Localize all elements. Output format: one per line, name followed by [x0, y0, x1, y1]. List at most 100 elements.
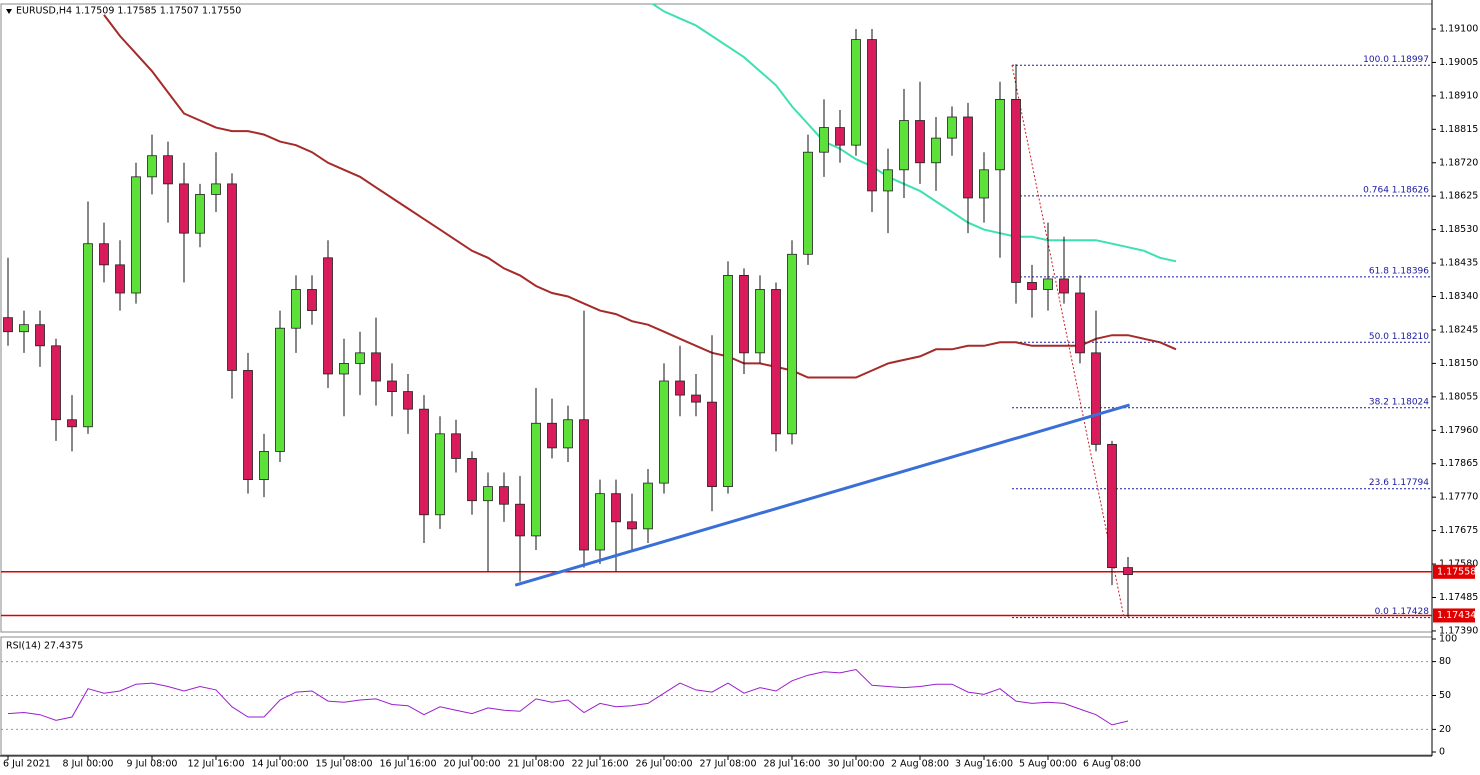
chart-title: EURUSD,H4 1.17509 1.17585 1.17507 1.1755…	[16, 6, 241, 17]
candle-body	[979, 169, 989, 199]
candle-body	[1107, 443, 1117, 568]
y-tick-label: 1.17960	[1439, 425, 1478, 436]
candle-body	[803, 151, 813, 255]
y-tick-label: 1.18435	[1439, 258, 1478, 269]
candle-body	[83, 243, 93, 428]
rsi-tick-label: 20	[1439, 724, 1451, 735]
x-tick-label: 6 Jul 2021	[3, 759, 51, 770]
candle-body	[963, 116, 973, 199]
y-tick-label: 1.17390	[1439, 625, 1478, 636]
candle-body	[723, 275, 733, 488]
candle-body	[1091, 352, 1101, 445]
y-tick-label: 1.18625	[1439, 191, 1478, 202]
price-tag-label: 1.17434	[1437, 610, 1476, 621]
x-tick-label: 6 Aug 08:00	[1083, 759, 1141, 770]
candle-body	[163, 155, 173, 185]
candle-body	[35, 324, 45, 347]
candle-body	[867, 39, 877, 192]
candle-body	[851, 39, 861, 146]
y-tick-label: 1.18055	[1439, 391, 1478, 402]
candle-body	[643, 482, 653, 530]
candle-body	[1059, 278, 1069, 294]
fib-label: 100.0 1.18997	[1363, 55, 1429, 65]
y-tick-label: 1.18150	[1439, 358, 1478, 369]
candle-body	[691, 394, 701, 403]
candle-body	[835, 127, 845, 146]
x-tick-label: 30 Jul 00:00	[828, 759, 885, 770]
moving-average	[651, 4, 1177, 263]
candle-body	[499, 486, 509, 505]
fib-trend	[1011, 65, 1125, 618]
candle-body	[371, 352, 381, 382]
fib-label: 50.0 1.18210	[1369, 332, 1429, 342]
candle-body	[67, 419, 77, 428]
candle-body	[1123, 567, 1133, 576]
candle-body	[931, 137, 941, 164]
x-tick-label: 26 Jul 00:00	[636, 759, 693, 770]
main-plot: 100.0 1.18997 0.764 1.18626 61.8 1.18396 50…	[1, 4, 1432, 619]
y-tick-label: 1.18815	[1439, 124, 1478, 135]
candle-body	[611, 493, 621, 523]
candle-body	[579, 419, 589, 551]
x-tick-label: 15 Jul 08:00	[316, 759, 373, 770]
candle-body	[403, 391, 413, 410]
candle-body	[883, 169, 893, 192]
candle-body	[739, 275, 749, 354]
rsi-tick-label: 50	[1439, 690, 1451, 701]
candle-body	[755, 289, 765, 354]
x-tick-label: 27 Jul 08:00	[700, 759, 757, 770]
candle-body	[3, 317, 13, 333]
x-tick-label: 14 Jul 00:00	[252, 759, 309, 770]
x-tick-label: 3 Aug 16:00	[955, 759, 1013, 770]
candle-body	[467, 458, 477, 502]
candle-body	[323, 257, 333, 375]
rsi-line	[7, 668, 1129, 726]
x-tick-label: 5 Aug 00:00	[1019, 759, 1077, 770]
x-tick-label: 8 Jul 00:00	[63, 759, 114, 770]
candle-body	[787, 253, 797, 435]
candle-body	[483, 486, 493, 502]
candle-body	[275, 327, 285, 452]
candle-body	[627, 521, 637, 530]
candle-body	[115, 264, 125, 294]
candle-body	[819, 127, 829, 153]
x-tick-label: 2 Aug 08:00	[891, 759, 949, 770]
y-tick-label: 1.19100	[1439, 23, 1478, 34]
candle-body	[899, 120, 909, 171]
x-tick-label: 22 Jul 16:00	[572, 759, 629, 770]
candle-body	[179, 183, 189, 234]
candle-body	[147, 155, 157, 178]
x-tick-label: 21 Jul 08:00	[508, 759, 565, 770]
candle-body	[659, 380, 669, 484]
rsi-tick-label: 80	[1439, 656, 1451, 667]
fib-label: 38.2 1.18024	[1369, 397, 1429, 407]
candle-body	[915, 120, 925, 164]
y-tick-label: 1.17770	[1439, 492, 1478, 503]
price-tag-label: 1.17558	[1437, 566, 1476, 577]
candle-body	[355, 352, 365, 364]
y-tick-label: 1.18720	[1439, 157, 1478, 168]
candle-body	[1011, 98, 1021, 283]
fib-label: 0.764 1.18626	[1363, 185, 1429, 195]
candle-body	[1075, 292, 1085, 354]
y-tick-label: 1.18530	[1439, 224, 1478, 235]
x-tick-label: 20 Jul 00:00	[444, 759, 501, 770]
symbol-toggle[interactable]	[6, 9, 12, 14]
candle-body	[1027, 282, 1037, 290]
candle-body	[419, 408, 429, 516]
candle-body	[435, 433, 445, 516]
trendline	[514, 403, 1131, 587]
candle-body	[259, 451, 269, 480]
candle-body	[771, 289, 781, 435]
candle-body	[243, 370, 253, 480]
fib-label: 0.0 1.17428	[1375, 607, 1430, 617]
y-tick-label: 1.18340	[1439, 291, 1478, 302]
y-tick-label: 1.17580	[1439, 559, 1478, 570]
candle-body	[563, 419, 573, 449]
candle-body	[291, 289, 301, 329]
candle-body	[595, 493, 605, 551]
fib-label: 23.6 1.17794	[1369, 478, 1429, 488]
candle-body	[515, 503, 525, 537]
y-tick-label: 1.18910	[1439, 90, 1478, 101]
